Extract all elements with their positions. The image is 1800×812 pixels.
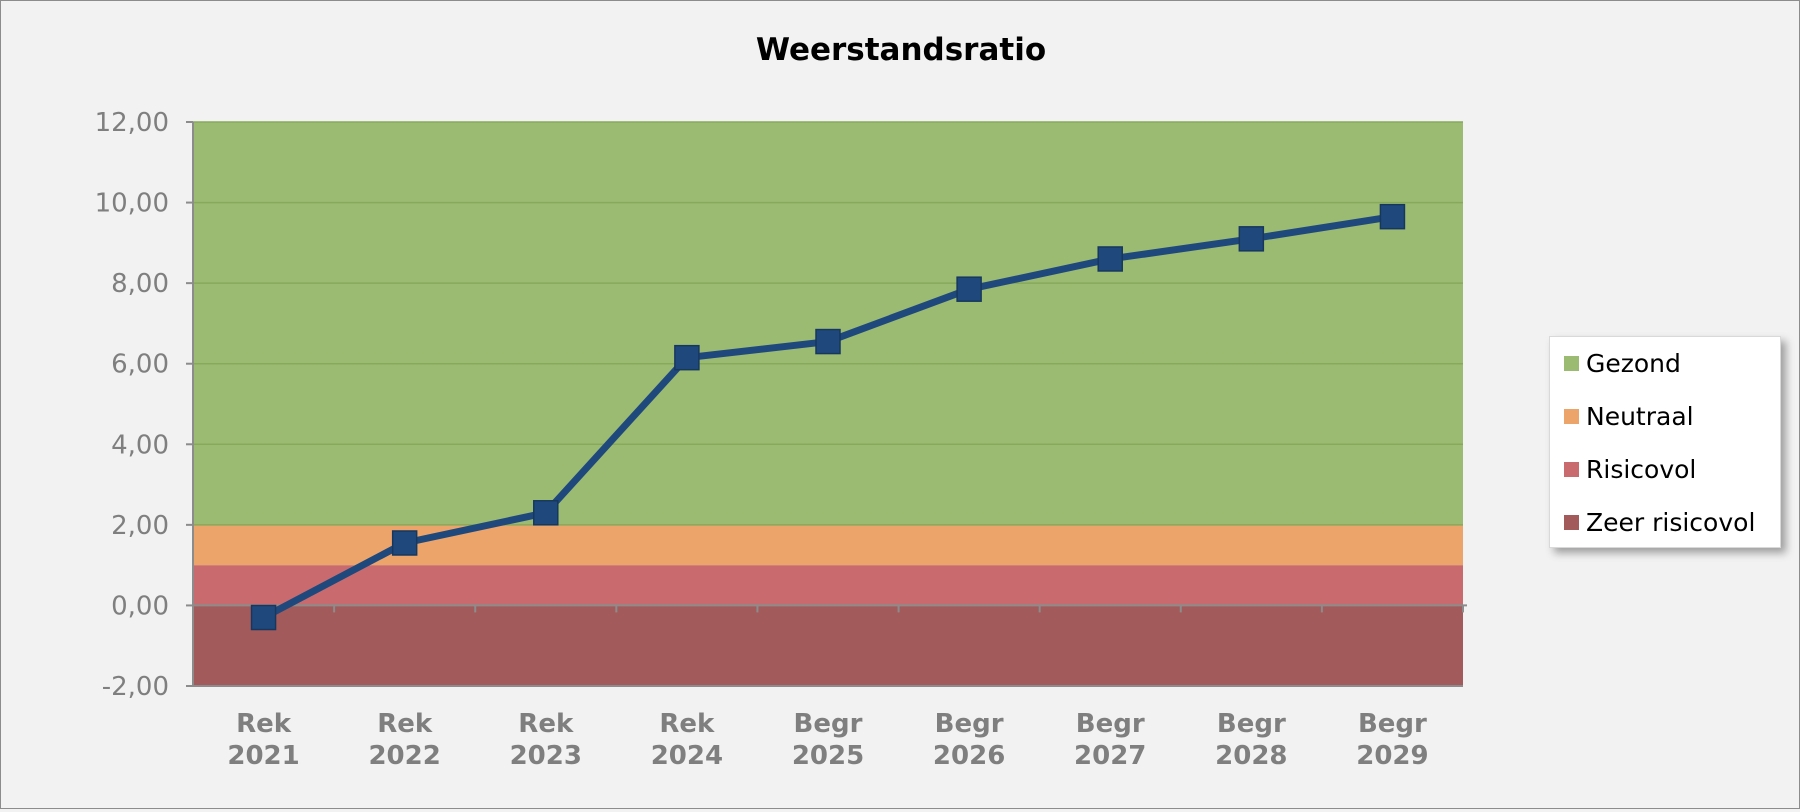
- legend-swatch: [1564, 408, 1579, 424]
- data-point: [956, 276, 982, 302]
- y-tick-label: 0,00: [111, 591, 169, 621]
- x-tick-label-line: 2022: [368, 741, 440, 771]
- x-tick-label-line: Rek: [518, 709, 574, 739]
- x-tick-label: Begr 2026: [933, 709, 1005, 771]
- x-tick-label-line: Begr: [794, 709, 863, 739]
- x-tick-label-line: 2026: [933, 741, 1005, 771]
- x-tick-label-line: Rek: [236, 709, 292, 739]
- x-tick-label: Begr 2029: [1356, 709, 1428, 771]
- data-point: [391, 530, 418, 556]
- series: [250, 203, 1406, 631]
- legend-swatch: [1564, 461, 1579, 477]
- x-tick-label-line: 2028: [1215, 741, 1287, 771]
- legend-item-neutraal: Neutraal: [1564, 401, 1694, 431]
- chart-title: Weerstandsratio: [756, 32, 1046, 68]
- axes: [186, 121, 1467, 687]
- x-tick-label: Rek 2024: [651, 709, 723, 771]
- data-point: [1238, 226, 1265, 252]
- x-tick-label: Begr 2025: [792, 709, 864, 771]
- y-tick-label: 2,00: [111, 511, 169, 541]
- x-tick-label-line: Rek: [659, 709, 715, 739]
- legend-label: Zeer risicovol: [1586, 507, 1756, 537]
- x-tick-label-line: 2025: [792, 741, 864, 771]
- legend-swatch: [1564, 514, 1579, 530]
- x-tick-label-line: 2021: [227, 741, 299, 771]
- legend-label: Risicovol: [1586, 454, 1697, 484]
- x-tick-label: Rek 2022: [368, 709, 440, 771]
- y-tick-label: 12,00: [95, 108, 169, 138]
- x-tick-label-line: Begr: [1358, 709, 1427, 739]
- band-neutraal: [193, 524, 1463, 566]
- data-point: [1097, 246, 1123, 272]
- risk-bands: [193, 122, 1463, 686]
- legend-swatch: [1564, 355, 1579, 371]
- x-tick-label-line: 2029: [1356, 741, 1428, 771]
- y-tick-label: 10,00: [95, 189, 169, 219]
- data-point: [815, 328, 841, 355]
- x-tick-label-line: Begr: [1217, 709, 1286, 739]
- legend-item-gezond: Gezond: [1564, 348, 1681, 378]
- x-tick-label-line: 2023: [510, 741, 582, 771]
- y-tick-label: 8,00: [111, 269, 169, 299]
- data-point: [1379, 203, 1406, 230]
- x-tick-label-line: 2024: [651, 741, 723, 771]
- y-tick-label: 4,00: [111, 430, 169, 460]
- y-tick-label: -2,00: [102, 672, 169, 702]
- legend-label: Neutraal: [1586, 401, 1694, 431]
- x-tick-label-line: Begr: [935, 709, 1004, 739]
- x-tick-label: Begr 2027: [1074, 709, 1146, 771]
- data-point: [533, 500, 559, 526]
- x-tick-label-line: Begr: [1076, 709, 1145, 739]
- legend-item-zeer-risicovol: Zeer risicovol: [1564, 507, 1755, 537]
- y-tick-label: 6,00: [111, 350, 169, 380]
- legend-label: Gezond: [1586, 348, 1681, 378]
- x-tick-label-line: 2027: [1074, 741, 1146, 771]
- x-tick-label: Rek 2021: [227, 709, 299, 771]
- gridlines: [193, 121, 1463, 526]
- x-tick-label: Begr 2028: [1215, 709, 1287, 771]
- band-gezond: [193, 122, 1463, 525]
- x-tick-label: Rek 2023: [510, 709, 582, 771]
- y-axis-tick-labels: 12,00 10,00 8,00 6,00 4,00 2,00 0,00 -2,00: [95, 108, 169, 702]
- data-point: [674, 344, 700, 371]
- band-risicovol: [193, 565, 1463, 606]
- x-tick-label-line: Rek: [377, 709, 433, 739]
- legend: Gezond Neutraal Risicovol Zeer risicovol: [1549, 336, 1781, 548]
- data-point: [250, 604, 277, 631]
- legend-item-risicovol: Risicovol: [1564, 454, 1696, 484]
- band-zeer-risicovol: [193, 605, 1463, 686]
